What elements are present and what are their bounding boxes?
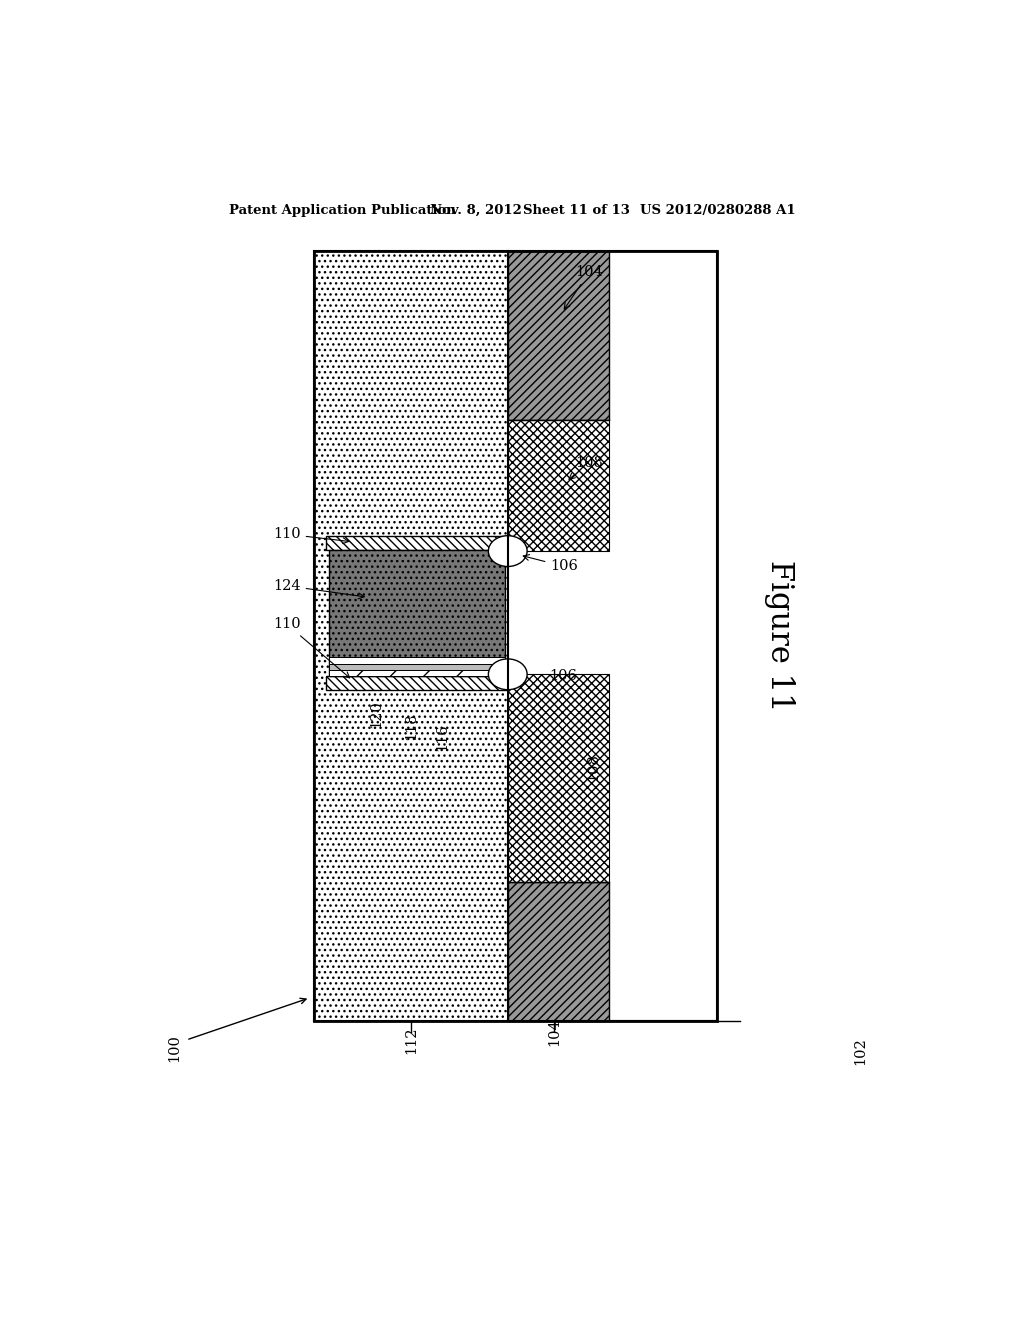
Text: 116: 116 [435, 723, 449, 751]
Bar [508, 420, 608, 552]
Text: 108: 108 [569, 455, 603, 479]
Bar [508, 882, 608, 1020]
Bar [314, 251, 717, 1020]
Text: 106: 106 [523, 554, 579, 573]
Text: 108: 108 [586, 752, 600, 780]
Text: Sheet 11 of 13: Sheet 11 of 13 [523, 205, 630, 218]
Ellipse shape [488, 659, 527, 689]
Bar [508, 251, 608, 420]
Text: 106: 106 [549, 669, 577, 682]
Text: 100: 100 [168, 1034, 181, 1061]
Text: 102: 102 [853, 1038, 867, 1065]
Text: 110: 110 [273, 527, 349, 544]
Bar [329, 664, 505, 669]
Text: US 2012/0280288 A1: US 2012/0280288 A1 [640, 205, 795, 218]
Bar [329, 669, 505, 676]
Text: Nov. 8, 2012: Nov. 8, 2012 [430, 205, 522, 218]
Bar [329, 657, 505, 664]
Text: 118: 118 [403, 713, 418, 741]
Bar [314, 251, 508, 1020]
Text: 110: 110 [273, 618, 349, 678]
Text: 112: 112 [403, 1027, 418, 1053]
Bar [326, 536, 508, 549]
Text: Figure 11: Figure 11 [764, 560, 795, 711]
Bar [329, 549, 505, 676]
Ellipse shape [488, 536, 527, 566]
Text: 120: 120 [369, 701, 383, 729]
Text: 104: 104 [564, 265, 603, 309]
Bar [314, 251, 717, 1020]
Text: 104: 104 [547, 1019, 561, 1047]
Text: 124: 124 [273, 578, 365, 599]
Bar [326, 676, 508, 689]
Text: Patent Application Publication: Patent Application Publication [228, 205, 456, 218]
Bar [508, 675, 608, 882]
